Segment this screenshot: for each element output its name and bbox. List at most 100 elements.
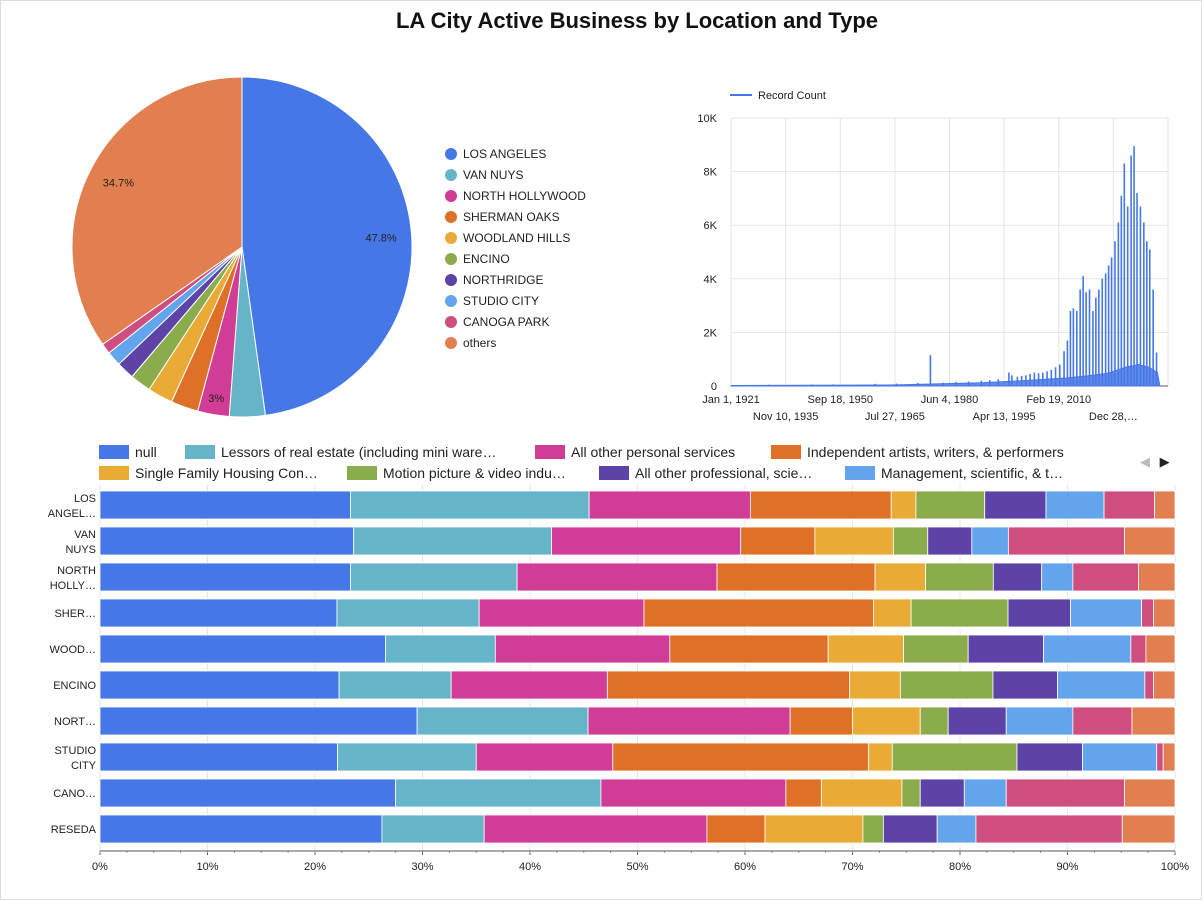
- bar-segment[interactable]: [892, 526, 929, 556]
- bar-legend-item[interactable]: All other professional, scie…: [599, 465, 812, 481]
- bar-segment[interactable]: [915, 490, 986, 520]
- bar-segment[interactable]: [600, 778, 787, 808]
- bar-segment[interactable]: [706, 814, 766, 844]
- bar-segment[interactable]: [975, 814, 1123, 844]
- bar-segment[interactable]: [1162, 742, 1176, 772]
- bar-segment[interactable]: [872, 598, 912, 628]
- bar-segment[interactable]: [1138, 562, 1176, 592]
- bar-segment[interactable]: [1007, 526, 1125, 556]
- bar-segment[interactable]: [475, 742, 614, 772]
- bar-segment[interactable]: [587, 706, 791, 736]
- bar-segment[interactable]: [862, 814, 884, 844]
- bar-segment[interactable]: [494, 634, 671, 664]
- bar-segment[interactable]: [890, 490, 917, 520]
- bar-segment[interactable]: [925, 562, 994, 592]
- pie-legend-item[interactable]: NORTHRIDGE: [445, 269, 586, 290]
- bar-segment[interactable]: [899, 670, 994, 700]
- pie-legend-item[interactable]: VAN NUYS: [445, 164, 586, 185]
- bar-segment[interactable]: [1082, 742, 1158, 772]
- bar-segment[interactable]: [882, 814, 938, 844]
- bar-segment[interactable]: [395, 778, 602, 808]
- bar-segment[interactable]: [1072, 562, 1139, 592]
- bar-segment[interactable]: [338, 670, 452, 700]
- bar-segment[interactable]: [99, 742, 338, 772]
- bar-segment[interactable]: [891, 742, 1018, 772]
- bar-segment[interactable]: [1154, 490, 1176, 520]
- pie-slice-others[interactable]: [71, 76, 243, 346]
- bar-segment[interactable]: [967, 634, 1044, 664]
- bar-segment[interactable]: [852, 706, 921, 736]
- bar-segment[interactable]: [947, 706, 1007, 736]
- bar-segment[interactable]: [478, 598, 645, 628]
- bar-segment[interactable]: [992, 670, 1058, 700]
- bar-segment[interactable]: [353, 526, 552, 556]
- bar-segment[interactable]: [901, 778, 921, 808]
- bar-segment[interactable]: [1005, 778, 1125, 808]
- bar-segment[interactable]: [1103, 490, 1155, 520]
- bar-segment[interactable]: [963, 778, 1007, 808]
- bar-segment[interactable]: [1057, 670, 1146, 700]
- bar-segment[interactable]: [1016, 742, 1083, 772]
- bar-segment[interactable]: [1005, 706, 1074, 736]
- bar-segment[interactable]: [874, 562, 927, 592]
- pie-chart[interactable]: 47.8% 3% 34.7%: [0, 40, 440, 440]
- bar-segment[interactable]: [350, 490, 590, 520]
- bar-segment[interactable]: [1072, 706, 1133, 736]
- bar-segment[interactable]: [971, 526, 1009, 556]
- bar-legend-item[interactable]: Lessors of real estate (including mini w…: [185, 444, 496, 460]
- bar-segment[interactable]: [1141, 598, 1154, 628]
- bar-segment[interactable]: [99, 706, 418, 736]
- bar-segment[interactable]: [1156, 742, 1164, 772]
- bar-segment[interactable]: [936, 814, 977, 844]
- bar-segment[interactable]: [99, 526, 355, 556]
- bar-segment[interactable]: [827, 634, 904, 664]
- bar-segment[interactable]: [612, 742, 870, 772]
- legend-next-icon[interactable]: ▶: [1159, 454, 1170, 469]
- bar-segment[interactable]: [99, 778, 397, 808]
- pie-legend-item[interactable]: LOS ANGELES: [445, 143, 586, 164]
- legend-prev-icon[interactable]: ◀: [1140, 454, 1150, 469]
- bar-segment[interactable]: [450, 670, 608, 700]
- bar-segment[interactable]: [381, 814, 485, 844]
- pie-legend-item[interactable]: others: [445, 332, 586, 353]
- bar-segment[interactable]: [785, 778, 822, 808]
- bar-segment[interactable]: [337, 742, 477, 772]
- bar-legend-item[interactable]: All other personal services: [535, 444, 735, 460]
- bar-segment[interactable]: [814, 526, 894, 556]
- bar-segment[interactable]: [483, 814, 708, 844]
- bar-segment[interactable]: [1045, 490, 1105, 520]
- bar-segment[interactable]: [764, 814, 864, 844]
- bar-segment[interactable]: [1153, 598, 1176, 628]
- bar-segment[interactable]: [516, 562, 718, 592]
- bar-segment[interactable]: [910, 598, 1009, 628]
- pie-legend-item[interactable]: SHERMAN OAKS: [445, 206, 586, 227]
- bar-segment[interactable]: [350, 562, 518, 592]
- pie-slice-los-angeles[interactable]: [241, 76, 413, 416]
- bar-segment[interactable]: [903, 634, 969, 664]
- bar-segment[interactable]: [1124, 778, 1176, 808]
- bar-legend-item[interactable]: Motion picture & video indu…: [347, 465, 566, 481]
- bar-segment[interactable]: [927, 526, 973, 556]
- bar-segment[interactable]: [1130, 634, 1147, 664]
- bar-segment[interactable]: [99, 814, 383, 844]
- bar-segment[interactable]: [1153, 670, 1176, 700]
- bar-segment[interactable]: [416, 706, 589, 736]
- bar-segment[interactable]: [716, 562, 876, 592]
- bar-segment[interactable]: [740, 526, 816, 556]
- pie-legend-item[interactable]: CANOGA PARK: [445, 311, 586, 332]
- pie-legend-item[interactable]: STUDIO CITY: [445, 290, 586, 311]
- bar-segment[interactable]: [1145, 634, 1176, 664]
- bar-segment[interactable]: [669, 634, 829, 664]
- bar-segment[interactable]: [643, 598, 874, 628]
- bar-segment[interactable]: [919, 778, 965, 808]
- bar-legend-item[interactable]: null: [99, 444, 157, 460]
- bar-segment[interactable]: [1124, 526, 1176, 556]
- bar-segment[interactable]: [1007, 598, 1071, 628]
- bar-segment[interactable]: [99, 634, 386, 664]
- bar-segment[interactable]: [820, 778, 903, 808]
- bar-segment[interactable]: [336, 598, 480, 628]
- stacked-bar-chart[interactable]: 0% 10% 20% 30% 40% 50% 60% 70% 80% 90% 100% LOS ANGE…: [0, 480, 1202, 880]
- bar-segment[interactable]: [606, 670, 851, 700]
- bar-segment[interactable]: [1043, 634, 1132, 664]
- bar-segment[interactable]: [1121, 814, 1176, 844]
